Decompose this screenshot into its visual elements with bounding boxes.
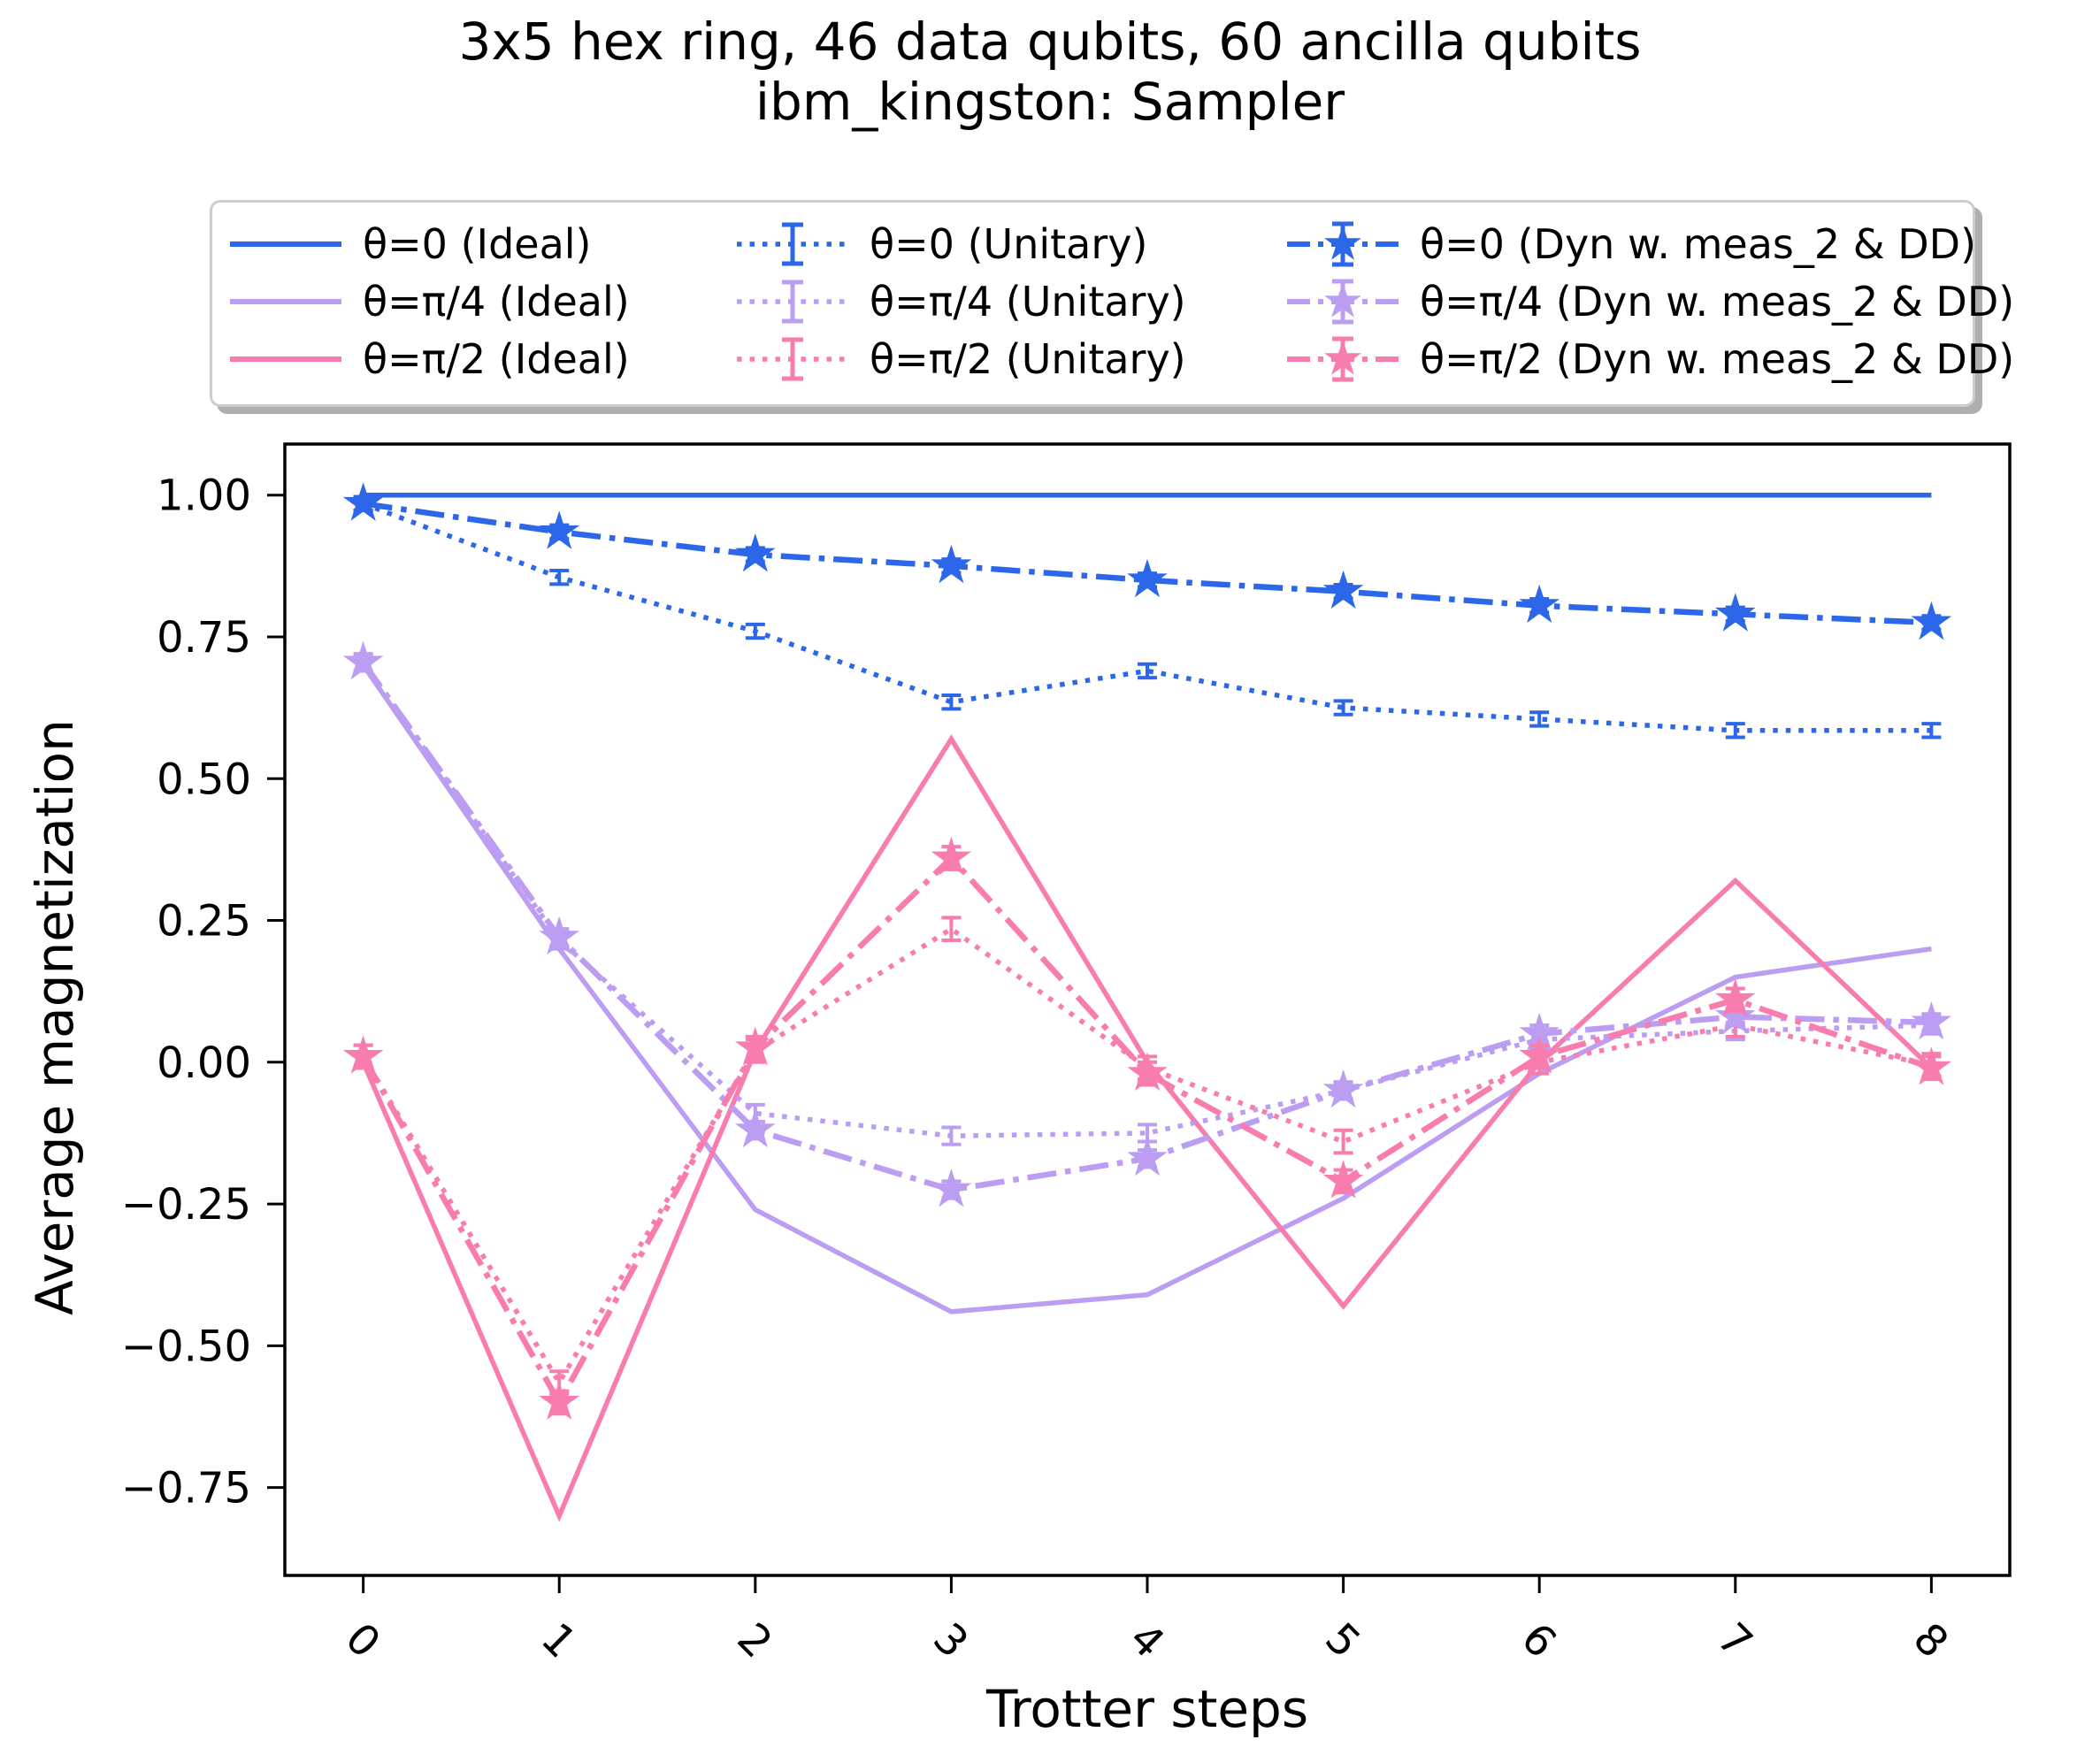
x-tick-label: 0: [335, 1613, 389, 1667]
series-thetapi2-dyn-marker: [342, 1035, 384, 1074]
legend-item-solid-purple: θ=π/4 (Ideal): [228, 274, 630, 329]
y-tick-label: 0.25: [157, 897, 251, 946]
x-tick-label: 2: [728, 1613, 782, 1667]
series-theta0-dyn-line: [363, 501, 1932, 626]
series-thetapi4-dyn-marker: [1519, 1012, 1560, 1052]
series-thetapi4-dyn-marker: [1911, 1000, 1952, 1040]
series-thetapi2-dyn-marker: [1127, 1052, 1168, 1091]
x-tick-label: 6: [1512, 1613, 1566, 1667]
series-thetapi2-dyn-line: [360, 854, 1933, 1409]
x-tick-label: 5: [1315, 1613, 1369, 1667]
series-theta0-dyn-marker: [1127, 558, 1168, 598]
series-theta0-dyn-marker: [931, 544, 972, 584]
y-tick-label: 0.75: [157, 613, 251, 663]
legend-swatch-dashdot-star: [1287, 336, 1399, 382]
legend-label: θ=π/2 (Ideal): [363, 335, 630, 383]
series-theta0-dyn-marker: [1911, 601, 1952, 640]
legend-item-solid-pink: θ=π/2 (Ideal): [228, 332, 630, 387]
legend-label: θ=π/4 (Dyn w. meas_2 & DD): [1420, 278, 2015, 326]
x-tick-label: 7: [1707, 1613, 1761, 1667]
legend-item-dotted-errorbar-pink: θ=π/2 (Unitary): [735, 332, 1186, 387]
series-thetapi4-dyn-line: [360, 660, 1932, 1193]
x-tick-label: 1: [532, 1613, 586, 1667]
figure-title-line2: ibm_kingston: Sampler: [755, 72, 1345, 132]
series-thetapi2-dyn-marker: [1911, 1046, 1952, 1085]
plot-spines: [283, 442, 2012, 1577]
y-tick-label: −0.50: [121, 1322, 251, 1371]
x-tick-label: 8: [1904, 1613, 1958, 1667]
legend-swatch-dashdot-star: [1287, 279, 1399, 325]
series-thetapi4-dyn-marker: [1127, 1137, 1168, 1176]
plot-area: [342, 482, 1952, 1522]
series-thetapi4-ideal: [361, 663, 1932, 1314]
legend-label: θ=0 (Ideal): [363, 220, 592, 268]
legend-label: θ=π/4 (Unitary): [870, 278, 1186, 326]
legend-item-solid-blue: θ=0 (Ideal): [228, 217, 592, 272]
legend-swatch-solid: [230, 241, 341, 247]
series-thetapi4-dyn-marker: [1714, 995, 1756, 1034]
series-theta0-dyn-marker: [1714, 593, 1756, 632]
legend-label: θ=0 (Dyn w. meas_2 & DD): [1420, 220, 1977, 268]
legend-item-dashdot-star-blue: θ=0 (Dyn w. meas_2 & DD): [1285, 217, 1976, 272]
legend-label: θ=0 (Unitary): [870, 220, 1148, 268]
series-thetapi2-dyn-marker: [931, 837, 972, 876]
legend-swatch-solid: [230, 299, 341, 304]
series-thetapi2-dyn-marker: [1322, 1160, 1364, 1199]
series-thetapi2-dyn: [342, 837, 1952, 1420]
figure-title-line1: 3x5 hex ring, 46 data qubits, 60 ancilla…: [458, 11, 1642, 72]
series-thetapi4-dyn-marker: [931, 1169, 972, 1207]
series-thetapi4-dyn: [342, 640, 1952, 1207]
y-tick-label: 0.50: [157, 755, 251, 804]
series-thetapi2-dyn-marker: [539, 1381, 580, 1420]
y-tick-label: 1.00: [157, 471, 251, 521]
y-tick-label: −0.25: [121, 1180, 251, 1230]
series-thetapi2-dyn-marker: [735, 1026, 776, 1066]
legend-label: θ=π/2 (Dyn w. meas_2 & DD): [1420, 335, 2015, 383]
series-thetapi2-dyn-marker: [1714, 978, 1756, 1017]
legend: θ=0 (Ideal) θ=π/4 (Ideal) θ=π/2 (Ideal) θ=0…: [210, 200, 2014, 407]
axis-ticks: 1.00 0.75 0.50 0.25 0.00 −0.25 −0.50 −0.75 0 1 2 3 4…: [121, 471, 1958, 1668]
x-axis-label: Trotter steps: [985, 1679, 1309, 1739]
series-theta0-dyn-marker: [735, 533, 776, 572]
legend-swatch-dashdot-star: [1287, 221, 1399, 267]
series-theta0-dyn: [342, 482, 1952, 640]
x-tick-label: 4: [1120, 1613, 1174, 1667]
series-thetapi4-dyn-marker: [539, 916, 580, 955]
legend-swatch-dotted-errorbar: [737, 280, 848, 324]
legend-label: θ=π/4 (Ideal): [363, 278, 630, 326]
legend-swatch-dotted-errorbar: [737, 222, 848, 266]
legend-label: θ=π/2 (Unitary): [870, 335, 1186, 383]
y-tick-label: −0.75: [121, 1464, 251, 1514]
series-theta0-dyn-marker: [1519, 584, 1560, 624]
legend-item-dashdot-star-pink: θ=π/2 (Dyn w. meas_2 & DD): [1285, 332, 2014, 387]
series-thetapi2-dyn-marker: [1519, 1035, 1560, 1074]
series-theta0-dyn-marker: [539, 510, 580, 549]
x-tick-label: 3: [924, 1613, 977, 1667]
legend-swatch-dotted-errorbar: [737, 337, 848, 381]
series-thetapi4-dyn-marker: [342, 640, 384, 680]
legend-item-dotted-errorbar-purple: θ=π/4 (Unitary): [735, 274, 1186, 329]
legend-item-dotted-errorbar-blue: θ=0 (Unitary): [735, 217, 1147, 272]
series-thetapi4-dyn-marker: [735, 1108, 776, 1148]
series-thetapi4-dyn-marker: [1322, 1069, 1364, 1108]
series-theta0-dyn-marker: [1322, 570, 1364, 609]
series-thetapi4-ideal-line: [361, 663, 1932, 1314]
legend-swatch-solid: [230, 356, 341, 362]
legend-item-dashdot-star-purple: θ=π/4 (Dyn w. meas_2 & DD): [1285, 274, 2014, 329]
series-theta0-dyn-marker: [342, 482, 384, 521]
y-tick-label: 0.00: [157, 1038, 251, 1088]
